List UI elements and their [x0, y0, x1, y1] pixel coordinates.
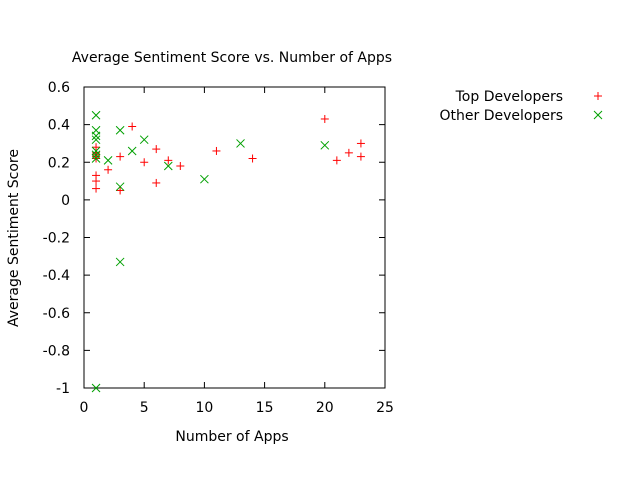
data-point-series-2 [320, 140, 330, 150]
y-axis-label: Average Sentiment Score [6, 149, 22, 327]
data-point-series-2 [163, 161, 173, 171]
data-point-series-2 [91, 135, 101, 145]
data-point-series-2 [91, 383, 101, 393]
data-point-series-1 [128, 122, 137, 131]
y-tick-label: 0.2 [48, 155, 70, 171]
x-tick-label: 15 [256, 400, 274, 416]
data-point-series-1 [140, 158, 149, 167]
y-tick-label: -0.2 [43, 231, 70, 247]
x-axis-label: Number of Apps [175, 429, 288, 445]
y-tick-label: -0.8 [43, 343, 70, 359]
x-tick-label: 20 [316, 400, 334, 416]
legend-label: Other Developers [440, 108, 564, 124]
data-point-series-1 [176, 162, 185, 171]
y-tick-label: -1 [56, 381, 70, 397]
legend-marker [594, 92, 602, 100]
data-point-series-2 [236, 139, 245, 148]
data-point-series-2 [139, 135, 149, 145]
legend-label: Top Developers [455, 89, 563, 105]
data-point-series-2 [115, 257, 125, 267]
data-point-series-1 [332, 156, 341, 165]
data-point-series-1 [344, 148, 353, 157]
legend-marker [593, 110, 603, 120]
data-point-series-1 [152, 145, 161, 154]
plot-frame [83, 86, 386, 389]
data-point-series-1 [164, 156, 173, 165]
data-point-series-1 [92, 184, 101, 193]
x-tick-label: 10 [195, 400, 213, 416]
y-tick-label: -0.6 [43, 306, 70, 322]
data-point-series-2 [115, 182, 125, 192]
data-point-series-1 [212, 146, 221, 155]
data-point-series-1 [320, 114, 329, 123]
data-point-series-1 [116, 186, 125, 195]
data-point-series-2 [200, 174, 209, 184]
data-point-series-1 [92, 177, 101, 186]
data-point-series-1 [116, 152, 125, 161]
data-points [91, 110, 365, 393]
y-tick-label: 0.6 [48, 80, 70, 96]
x-tick-label: 0 [80, 400, 89, 416]
x-tick-label: 25 [376, 400, 394, 416]
x-tick-label: 5 [140, 400, 149, 416]
data-point-series-1 [248, 154, 257, 163]
chart-title: Average Sentiment Score vs. Number of Ap… [72, 50, 392, 66]
data-point-series-2 [91, 146, 101, 156]
data-point-series-2 [127, 146, 137, 156]
data-point-series-2 [91, 131, 101, 141]
y-tick-label: 0 [61, 193, 70, 209]
data-point-series-1 [104, 165, 113, 174]
data-point-series-2 [91, 154, 101, 163]
axis-tick-labels: 0 5 10 15 20 25 -1 -0.8 -0.6 -0.4 -0.2 0 0.2 0.4 0.6 [43, 80, 394, 416]
data-point-series-1 [356, 152, 365, 161]
y-tick-label: 0.4 [48, 118, 70, 134]
data-point-series-1 [356, 139, 365, 148]
data-point-series-2 [91, 110, 101, 120]
data-point-series-2 [103, 156, 113, 165]
data-point-series-1 [152, 178, 161, 187]
data-point-series-2 [91, 150, 101, 160]
legend: Top Developers Other Developers [440, 89, 603, 124]
y-tick-label: -0.4 [43, 268, 70, 284]
data-point-series-2 [115, 125, 125, 135]
